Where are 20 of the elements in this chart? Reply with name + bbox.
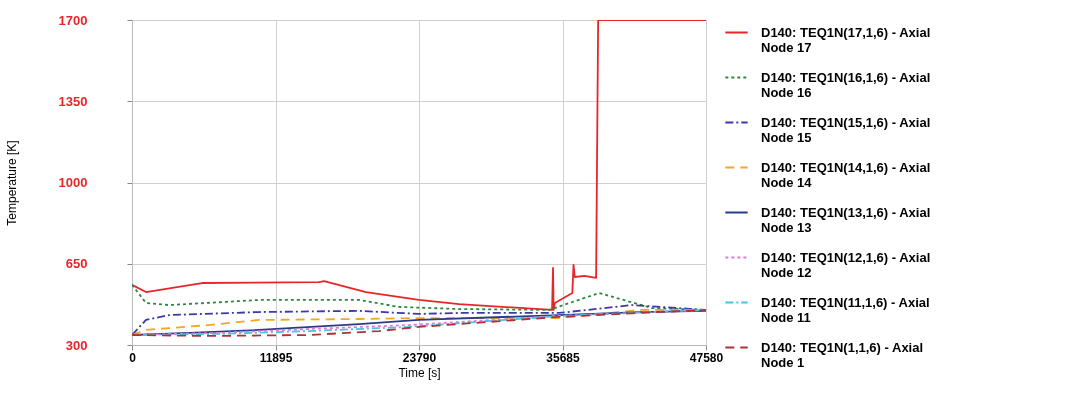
x-tick-label: 11895 [259, 350, 293, 365]
legend-label: D140: TEQ1N(14,1,6) - Axial Node 14 [761, 159, 931, 190]
legend-label: D140: TEQ1N(15,1,6) - Axial Node 15 [761, 114, 931, 145]
legend-label: D140: TEQ1N(1,1,6) - Axial Node 1 [761, 339, 924, 370]
y-tick-label: 650 [65, 256, 88, 272]
legend-label: D140: TEQ1N(13,1,6) - Axial Node 13 [761, 204, 931, 235]
x-tick-label: 47580 [689, 350, 724, 365]
legend-label: D140: TEQ1N(16,1,6) - Axial Node 16 [761, 69, 931, 100]
x-tick-label: 0 [129, 350, 137, 365]
y-axis-title: Temperature [K] [4, 140, 19, 226]
x-tick-label: 35685 [546, 350, 581, 365]
y-tick-label: 300 [65, 337, 88, 353]
legend-label: D140: TEQ1N(17,1,6) - Axial Node 17 [761, 24, 931, 55]
x-tick-label: 23790 [402, 350, 437, 365]
x-axis-title: Time [s] [398, 365, 441, 380]
y-tick-label: 1700 [58, 12, 88, 28]
y-tick-label: 1350 [58, 93, 88, 109]
y-tick-label: 1000 [58, 175, 88, 190]
legend-label: D140: TEQ1N(12,1,6) - Axial Node 12 [761, 249, 931, 280]
legend-label: D140: TEQ1N(11,1,6) - Axial Node 11 [761, 294, 930, 325]
